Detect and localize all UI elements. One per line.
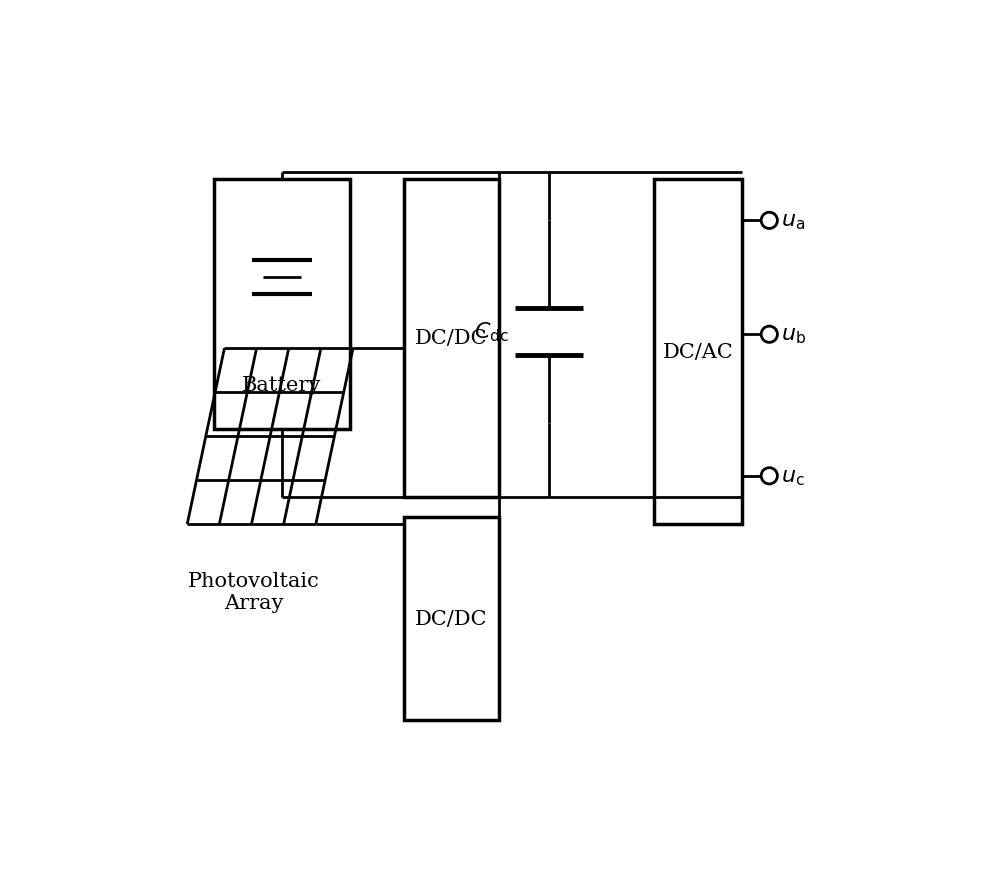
Text: Battery: Battery <box>243 376 321 394</box>
Text: DC/AC: DC/AC <box>663 342 734 362</box>
Bar <box>404 180 499 498</box>
Text: Photovoltaic
Array: Photovoltaic Array <box>187 572 319 613</box>
Bar <box>404 518 499 721</box>
Text: $u_{\mathrm{b}}$: $u_{\mathrm{b}}$ <box>782 324 807 346</box>
Text: $C_{\mathrm{dc}}$: $C_{\mathrm{dc}}$ <box>473 320 509 343</box>
Text: $u_{\mathrm{c}}$: $u_{\mathrm{c}}$ <box>782 465 806 487</box>
Bar <box>655 180 742 524</box>
Bar <box>214 180 350 430</box>
Text: DC/DC: DC/DC <box>415 609 487 629</box>
Text: DC/DC: DC/DC <box>415 329 487 348</box>
Text: $u_{\mathrm{a}}$: $u_{\mathrm{a}}$ <box>782 210 806 232</box>
